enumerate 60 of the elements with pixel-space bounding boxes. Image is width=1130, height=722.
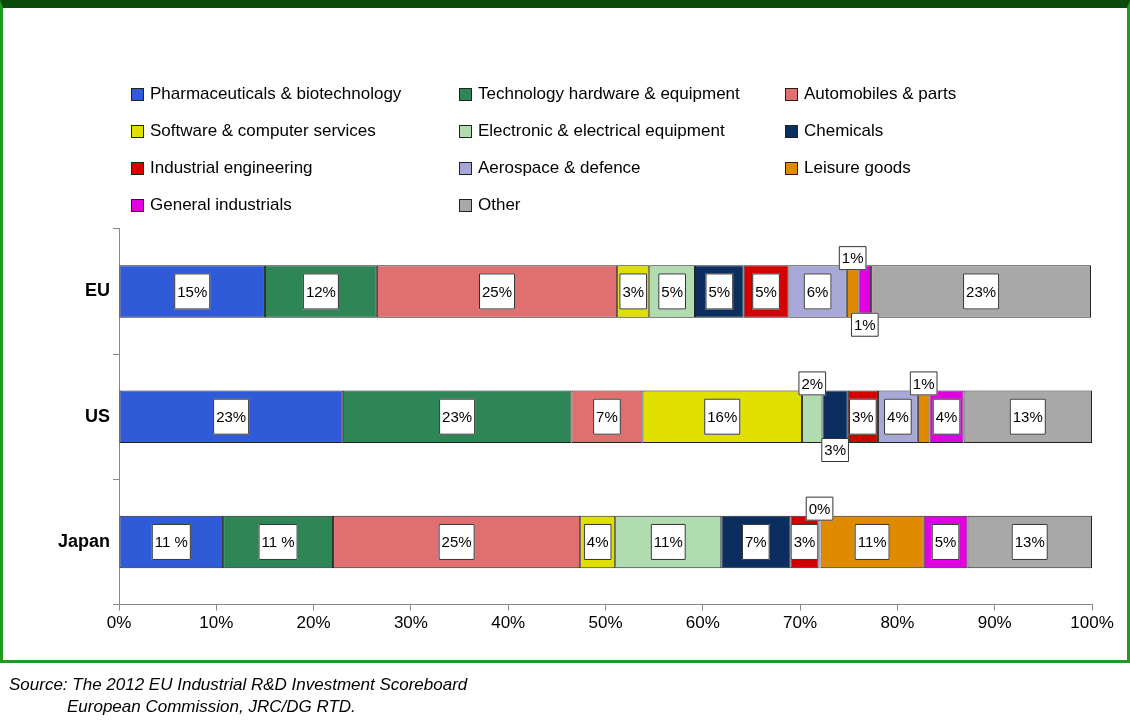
legend-label: Automobiles & parts	[804, 84, 957, 104]
data-label: 23%	[216, 407, 247, 425]
data-label: 11 %	[261, 533, 295, 551]
data-label: 23%	[442, 407, 473, 425]
data-label: 15%	[177, 282, 208, 300]
data-label: 3%	[852, 407, 874, 425]
x-tick-label: 50%	[588, 613, 623, 633]
data-label: 7%	[596, 407, 618, 425]
data-label: 3%	[622, 282, 645, 300]
x-tick-label: 70%	[783, 613, 818, 633]
data-label: 12%	[305, 282, 336, 300]
data-label: 7%	[744, 533, 767, 551]
data-label: 4%	[586, 533, 609, 551]
data-label: 4%	[935, 407, 958, 425]
data-label: 13%	[1014, 533, 1045, 551]
y-tick-label: US	[84, 405, 110, 426]
x-tick-label: 40%	[491, 613, 526, 633]
x-tick-label: 90%	[977, 613, 1012, 633]
data-label: 4%	[887, 407, 909, 425]
data-label: 13%	[1012, 407, 1043, 425]
data-label: 1%	[912, 374, 935, 392]
data-label: 6%	[806, 282, 829, 300]
data-label: 11%	[653, 533, 683, 551]
y-tick-label: Japan	[57, 530, 110, 551]
x-tick-label: 100%	[1070, 613, 1114, 633]
legend-label: General industrials	[150, 195, 292, 215]
data-label: 23%	[966, 282, 997, 300]
data-label: 0%	[808, 499, 831, 517]
legend-label: Leisure goods	[804, 158, 911, 178]
x-tick-label: 10%	[199, 613, 234, 633]
legend-label: Electronic & electrical equipment	[478, 121, 725, 141]
legend-label: Aerospace & defence	[478, 158, 641, 178]
data-label: 3%	[824, 441, 846, 459]
data-label: 11 %	[154, 533, 188, 551]
x-tick-label: 60%	[685, 613, 720, 633]
legend-label: Pharmaceuticals & biotechnology	[150, 84, 402, 104]
data-label: 25%	[481, 282, 513, 300]
x-tick-label: 30%	[393, 613, 428, 633]
text: European Commission, JRC/DG RTD.	[66, 696, 357, 718]
data-label: 5%	[661, 282, 683, 300]
data-label: 25%	[441, 533, 472, 551]
x-tick-label: 20%	[296, 613, 331, 633]
x-tick-label: 80%	[880, 613, 915, 633]
legend-label: Chemicals	[804, 121, 884, 141]
y-tick-label: EU	[84, 280, 110, 301]
legend-label: Software & computer services	[150, 121, 376, 141]
data-label: 5%	[755, 282, 777, 300]
data-label: 16%	[707, 407, 738, 425]
data-label: 5%	[934, 533, 957, 551]
legend-label: Technology hardware & equipment	[478, 84, 740, 104]
data-label: 3%	[793, 533, 816, 551]
data-label: 11%	[857, 533, 887, 551]
x-tick-label: 0%	[106, 613, 132, 633]
data-label: 2%	[801, 374, 824, 392]
legend-label: Other	[478, 195, 521, 215]
data-label: 1%	[841, 249, 864, 267]
legend-label: Industrial engineering	[150, 158, 313, 178]
data-label: 1%	[853, 315, 876, 333]
source-note: Source: The 2012 EU Industrial R&D Investment Scoreboard	[9, 674, 468, 696]
data-label: 5%	[708, 282, 731, 300]
